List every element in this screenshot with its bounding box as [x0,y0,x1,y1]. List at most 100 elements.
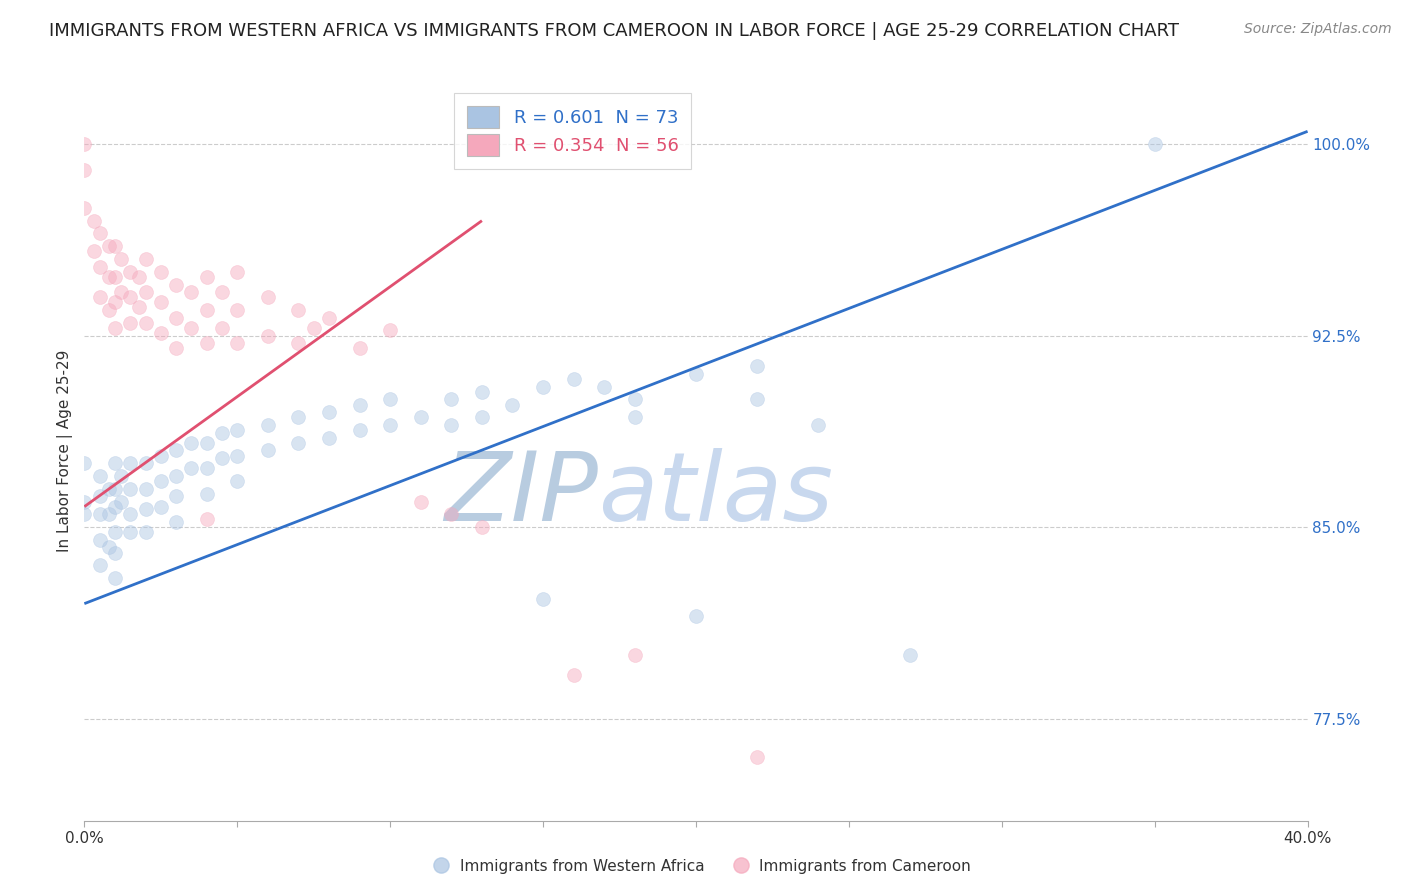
Text: Source: ZipAtlas.com: Source: ZipAtlas.com [1244,22,1392,37]
Point [120,456,142,470]
Point [89,290,111,304]
Point [380,392,402,407]
Point [149,500,172,514]
Point [165,469,187,483]
Point [195,461,218,475]
Point [195,512,218,526]
Point [89,227,111,241]
Point [110,469,132,483]
Point [97,269,120,284]
Point [318,431,340,445]
Point [135,502,157,516]
Point [135,525,157,540]
Point [440,392,463,407]
Point [380,417,402,432]
Point [807,417,830,432]
Point [226,303,249,318]
Point [120,508,142,522]
Point [104,321,127,335]
Point [502,397,524,411]
Text: ZIP: ZIP [444,449,598,541]
Point [349,397,371,411]
Point [104,571,127,585]
Point [73,137,96,152]
Point [89,558,111,573]
Point [685,367,707,381]
Point [747,392,769,407]
Point [471,410,494,425]
Point [128,269,150,284]
Point [287,336,309,351]
Point [73,456,96,470]
Point [624,648,647,662]
Point [149,449,172,463]
Point [73,494,96,508]
Point [120,290,142,304]
Point [257,328,280,343]
Point [89,260,111,274]
Point [110,252,132,266]
Point [380,323,402,337]
Point [409,494,432,508]
Point [624,410,647,425]
Point [624,392,647,407]
Point [89,469,111,483]
Point [349,342,371,356]
Point [104,482,127,496]
Point [165,277,187,292]
Point [73,201,96,215]
Point [211,451,233,466]
Point [302,321,325,335]
Point [89,508,111,522]
Point [135,285,157,300]
Point [211,285,233,300]
Point [97,508,120,522]
Point [135,252,157,266]
Point [226,336,249,351]
Point [165,515,187,529]
Point [1143,137,1166,152]
Point [165,490,187,504]
Text: atlas: atlas [598,449,834,541]
Point [287,303,309,318]
Point [135,316,157,330]
Point [685,609,707,624]
Point [440,508,463,522]
Point [104,525,127,540]
Point [97,482,120,496]
Point [110,285,132,300]
Point [135,482,157,496]
Point [89,533,111,547]
Point [257,290,280,304]
Point [165,310,187,325]
Point [73,162,96,177]
Point [120,265,142,279]
Point [104,269,127,284]
Point [97,239,120,253]
Point [226,449,249,463]
Y-axis label: In Labor Force | Age 25-29: In Labor Force | Age 25-29 [56,350,73,551]
Point [195,303,218,318]
Point [180,435,202,450]
Point [149,474,172,488]
Point [898,648,921,662]
Point [593,379,616,393]
Point [257,443,280,458]
Point [562,668,585,682]
Point [128,301,150,315]
Point [226,265,249,279]
Legend: R = 0.601  N = 73, R = 0.354  N = 56: R = 0.601 N = 73, R = 0.354 N = 56 [454,93,692,169]
Point [97,541,120,555]
Point [471,384,494,399]
Point [165,443,187,458]
Point [104,456,127,470]
Point [562,372,585,386]
Point [104,295,127,310]
Point [135,456,157,470]
Point [349,423,371,437]
Point [195,487,218,501]
Point [89,490,111,504]
Point [747,359,769,374]
Point [149,295,172,310]
Point [97,303,120,318]
